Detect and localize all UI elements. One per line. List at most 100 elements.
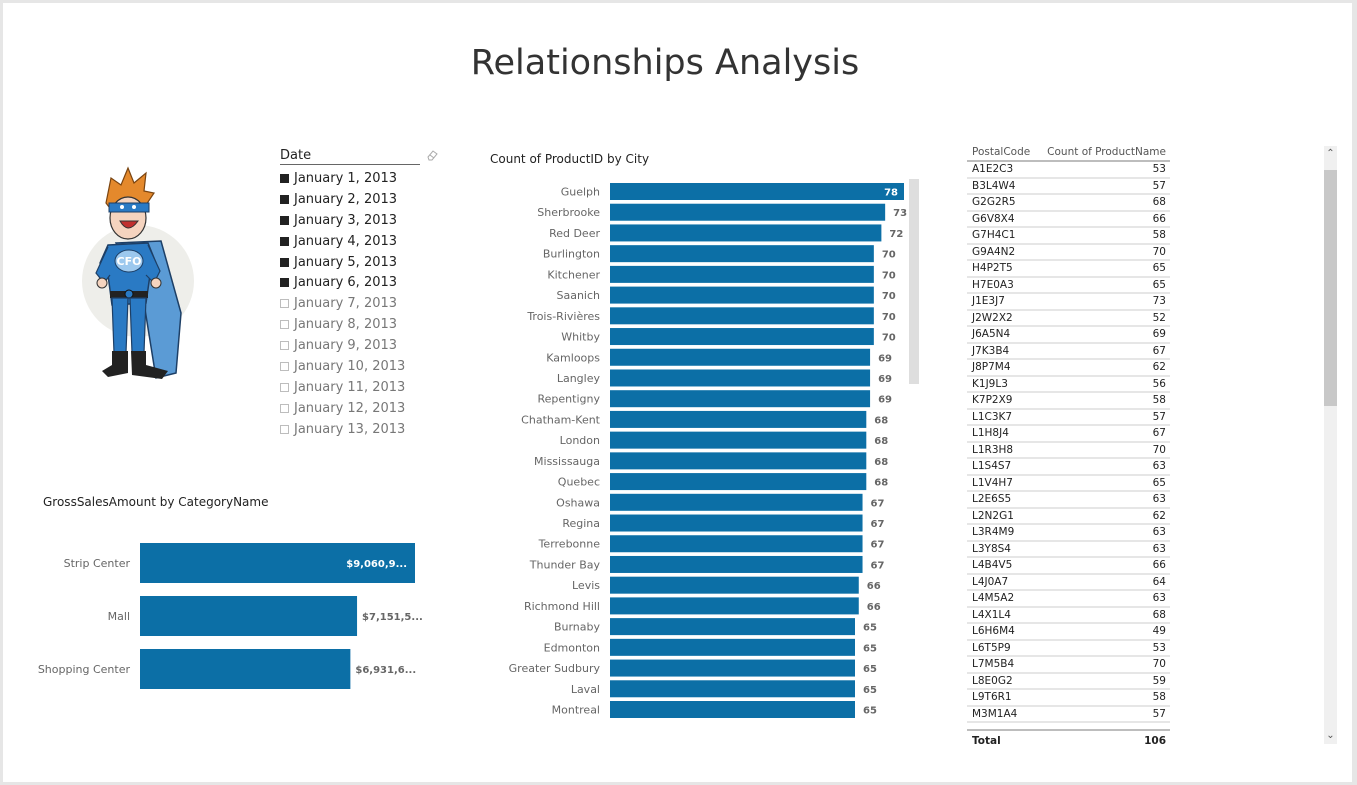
table-row[interactable]: G6V8X4 66 [967,212,1170,228]
table-row[interactable]: L2E6S5 63 [967,492,1170,509]
table-row[interactable]: J7K3B4 67 [967,344,1170,360]
chevron-down-icon[interactable]: ⌄ [1326,730,1335,741]
city-bar[interactable] [610,535,863,553]
category-bar[interactable] [140,543,415,583]
cell-count: 65 [1152,476,1166,489]
checkbox-unchecked-icon[interactable] [280,382,289,392]
city-bar[interactable] [610,203,886,221]
table-row[interactable]: G9A4N2 70 [967,245,1170,261]
checkbox-checked-icon[interactable] [280,278,289,288]
table-row[interactable]: H7E0A3 65 [967,278,1170,294]
slicer-item[interactable]: January 7, 2013 [280,293,440,314]
table-row[interactable]: L4J0A7 64 [967,575,1170,591]
city-bar[interactable] [610,473,867,491]
table-row[interactable]: K1J9L3 56 [967,377,1170,393]
checkbox-unchecked-icon[interactable] [280,299,289,309]
column-header-count[interactable]: Count of ProductName [1047,146,1166,158]
table-row[interactable]: L6T5P9 53 [967,641,1170,657]
city-bar[interactable] [610,680,855,698]
city-bar[interactable] [610,597,859,615]
city-bar[interactable] [610,514,863,532]
checkbox-unchecked-icon[interactable] [280,403,289,413]
slicer-item[interactable]: January 13, 2013 [280,419,440,440]
slicer-item[interactable]: January 2, 2013 [280,189,440,210]
city-bar[interactable] [610,493,863,511]
table-row[interactable]: G2G2R5 68 [967,195,1170,212]
table-row[interactable]: L4X1L4 68 [967,608,1170,624]
table-row[interactable]: H4P2T5 65 [967,261,1170,278]
category-bar[interactable] [140,649,351,689]
city-bar[interactable] [610,265,874,283]
slicer-item[interactable]: January 9, 2013 [280,335,440,356]
table-row[interactable]: L9T6R1 58 [967,690,1170,707]
checkbox-unchecked-icon[interactable] [280,320,289,330]
chevron-up-icon[interactable]: ⌃ [1326,148,1335,159]
table-row[interactable]: L8E0G2 59 [967,674,1170,690]
slicer-item[interactable]: January 11, 2013 [280,377,440,398]
city-bar[interactable] [610,410,867,428]
checkbox-checked-icon[interactable] [280,194,289,204]
category-bar[interactable] [140,596,358,636]
slicer-item[interactable]: January 4, 2013 [280,231,440,252]
city-bar[interactable] [610,307,874,325]
table-row[interactable]: L3Y8S4 63 [967,542,1170,558]
table-row[interactable]: J2W2X2 52 [967,311,1170,327]
table-row[interactable]: L1S4S7 63 [967,459,1170,476]
city-label: Guelph [561,186,600,199]
checkbox-checked-icon[interactable] [280,173,289,183]
slicer-item[interactable]: January 1, 2013 [280,168,440,189]
slicer-item[interactable]: January 5, 2013 [280,252,440,273]
checkbox-unchecked-icon[interactable] [280,424,289,434]
column-header-postalcode[interactable]: PostalCode [972,146,1031,158]
checkbox-unchecked-icon[interactable] [280,361,289,371]
city-bar[interactable] [610,659,855,677]
city-bar[interactable] [610,183,904,200]
checkbox-checked-icon[interactable] [280,236,289,246]
table-row[interactable]: K7P2X9 58 [967,393,1170,410]
table-row[interactable]: L1V4H7 65 [967,476,1170,492]
city-bar[interactable] [610,224,882,242]
table-row[interactable]: L1H8J4 67 [967,426,1170,443]
table-row[interactable]: L1R3H8 70 [967,443,1170,459]
city-bar[interactable] [610,286,874,304]
table-row[interactable]: J6A5N4 69 [967,327,1170,344]
slicer-item[interactable]: January 3, 2013 [280,210,440,231]
table-row[interactable]: G7H4C1 58 [967,228,1170,245]
slicer-item[interactable]: January 8, 2013 [280,314,440,335]
city-bar[interactable] [610,618,855,636]
scrollbar-thumb[interactable] [1324,170,1337,406]
city-bar[interactable] [610,555,863,573]
table-row[interactable]: L1C3K7 57 [967,410,1170,426]
city-bar[interactable] [610,452,867,470]
city-chart-scrollbar[interactable] [909,179,919,384]
table-row[interactable]: L4B4V5 66 [967,558,1170,575]
table-row[interactable]: L4M5A2 63 [967,591,1170,608]
slicer-item[interactable]: January 6, 2013 [280,272,440,293]
table-row[interactable]: L3R4M9 63 [967,525,1170,542]
city-bar[interactable] [610,390,871,408]
city-bar[interactable] [610,369,871,387]
table-row[interactable]: M3M1A4 57 [967,707,1170,723]
table-row[interactable]: L7M5B4 70 [967,657,1170,674]
checkbox-checked-icon[interactable] [280,257,289,267]
table-scrollbar[interactable]: ⌃ ⌄ [1324,146,1337,744]
slicer-item-label: January 3, 2013 [294,212,398,228]
eraser-icon[interactable] [426,149,438,161]
checkbox-unchecked-icon[interactable] [280,341,289,351]
city-bar[interactable] [610,701,855,718]
city-bar[interactable] [610,576,859,594]
slicer-item[interactable]: January 10, 2013 [280,356,440,377]
table-row[interactable]: J8P7M4 62 [967,360,1170,377]
table-row[interactable]: A1E2C3 53 [967,162,1170,179]
checkbox-checked-icon[interactable] [280,215,289,225]
city-bar[interactable] [610,348,871,366]
table-row[interactable]: L2N2G1 62 [967,509,1170,525]
city-bar[interactable] [610,431,867,449]
city-bar[interactable] [610,638,855,656]
slicer-item[interactable]: January 12, 2013 [280,398,440,419]
table-row[interactable]: J1E3J7 73 [967,294,1170,311]
city-bar[interactable] [610,328,874,346]
city-bar[interactable] [610,245,874,263]
table-row[interactable]: L6H6M4 49 [967,624,1170,641]
table-row[interactable]: B3L4W4 57 [967,179,1170,195]
